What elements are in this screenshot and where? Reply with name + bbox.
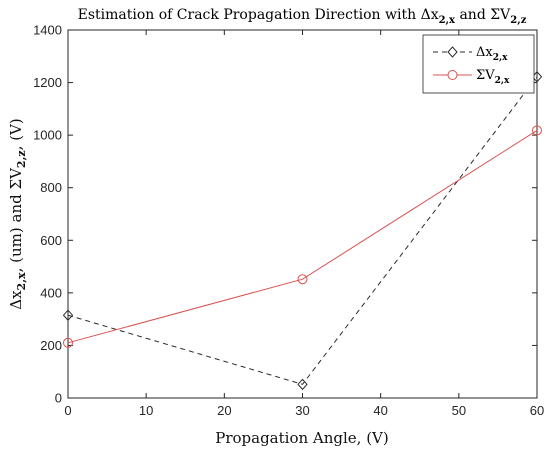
x-tick-label: 40 xyxy=(373,403,387,418)
y-axis-label: Δx2,x, (um) and ΣV2,z, (V) xyxy=(7,118,28,310)
data-point-circle xyxy=(63,337,73,348)
y-tick-label: 400 xyxy=(40,285,62,300)
legend-label-delta-x: Δx2,x xyxy=(476,45,508,63)
y-tick-labels: 0 200 400 600 800 1000 1200 1400 xyxy=(33,23,62,406)
x-tick-label: 20 xyxy=(217,403,231,418)
series-line-1 xyxy=(67,129,538,344)
x-tick-label: 50 xyxy=(452,403,466,418)
legend-label-sigma-v: ΣV2,x xyxy=(476,68,510,86)
y-tick-label: 200 xyxy=(40,338,62,353)
legend-circle-marker xyxy=(447,70,458,80)
legend-diamond-marker xyxy=(447,46,458,58)
data-point-circle xyxy=(532,125,542,136)
x-tick-label: 60 xyxy=(530,403,544,418)
y-tick-label: 1400 xyxy=(33,23,62,38)
x-tick-labels: 0 10 20 30 40 50 60 xyxy=(64,403,544,418)
y-tick-label: 1200 xyxy=(33,75,62,90)
legend: Δx2,x ΣV2,x xyxy=(422,34,535,94)
x-axis-label: Propagation Angle, (V) xyxy=(215,429,389,447)
axis-ticks xyxy=(67,29,538,399)
data-point-circle xyxy=(297,274,308,285)
y-tick-label: 1000 xyxy=(33,128,62,143)
legend-box xyxy=(422,34,535,94)
y-tick-label: 600 xyxy=(40,233,62,248)
x-tick-label: 10 xyxy=(139,403,153,418)
x-tick-label: 0 xyxy=(64,403,71,418)
series-line-0 xyxy=(67,76,538,385)
x-tick-label: 30 xyxy=(295,403,309,418)
y-tick-label: 800 xyxy=(40,180,62,195)
y-tick-label: 0 xyxy=(55,391,62,406)
data-point-diamond xyxy=(62,309,74,321)
data-point-diamond xyxy=(297,378,308,391)
chart-title: Estimation of Crack Propagation Directio… xyxy=(78,7,527,26)
